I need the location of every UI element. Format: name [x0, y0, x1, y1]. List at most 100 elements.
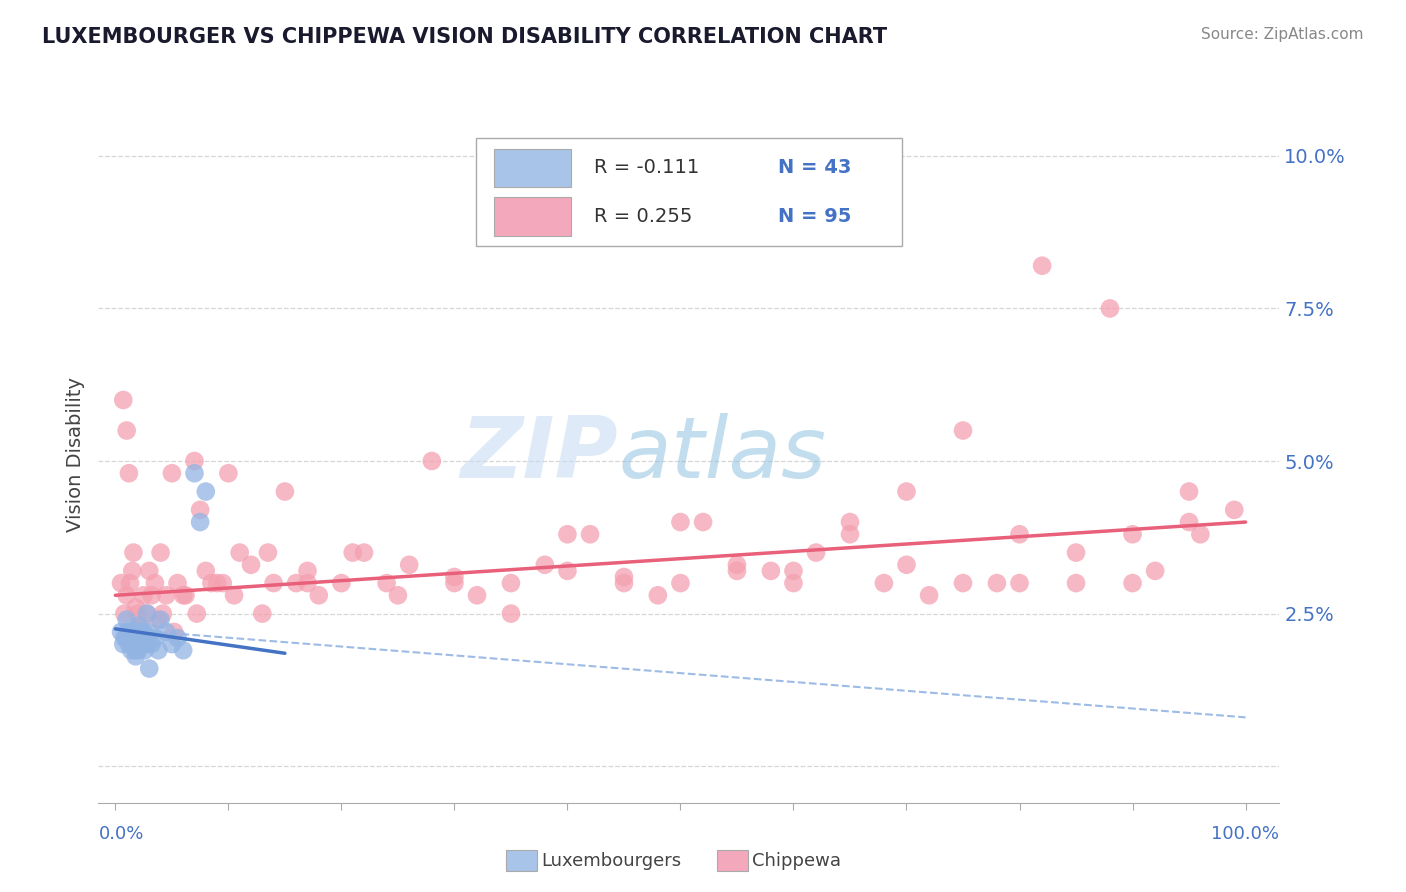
Point [918, 588, 941, 602]
Point [839, 515, 862, 529]
Point [136, 637, 159, 651]
Text: Luxembourgers: Luxembourgers [541, 852, 682, 870]
Point [1144, 564, 1167, 578]
Point [141, 637, 163, 651]
FancyBboxPatch shape [477, 138, 901, 246]
Point [1223, 503, 1246, 517]
Point [200, 576, 222, 591]
Point [1178, 515, 1201, 529]
FancyBboxPatch shape [494, 149, 571, 187]
Point [222, 588, 245, 602]
Point [534, 558, 557, 572]
Point [263, 576, 285, 591]
Point [120, 576, 142, 591]
Point [692, 515, 714, 529]
Point [188, 515, 211, 529]
Point [217, 467, 239, 481]
Text: atlas: atlas [619, 413, 827, 497]
Point [613, 570, 636, 584]
Text: Chippewa: Chippewa [752, 852, 841, 870]
Point [136, 607, 159, 621]
Point [143, 631, 166, 645]
Point [125, 624, 148, 639]
Point [172, 588, 194, 602]
Point [160, 467, 183, 481]
Point [148, 613, 170, 627]
Point [124, 637, 146, 651]
Point [121, 637, 143, 651]
Text: R = 0.255: R = 0.255 [595, 208, 693, 227]
Point [143, 576, 166, 591]
Point [252, 607, 274, 621]
Point [149, 613, 172, 627]
Point [896, 484, 918, 499]
Point [115, 631, 138, 645]
Point [131, 637, 153, 651]
Point [127, 619, 149, 633]
Point [132, 624, 155, 639]
Point [163, 624, 186, 639]
Point [353, 545, 375, 559]
Point [420, 454, 443, 468]
Point [1098, 301, 1121, 316]
Point [443, 570, 465, 584]
Point [125, 643, 148, 657]
Text: Source: ZipAtlas.com: Source: ZipAtlas.com [1201, 27, 1364, 42]
Point [183, 467, 205, 481]
Point [873, 576, 896, 591]
Point [129, 631, 152, 645]
Point [669, 515, 692, 529]
Point [122, 637, 145, 651]
Point [118, 637, 141, 651]
Point [112, 637, 135, 651]
Point [134, 631, 156, 645]
Point [342, 545, 364, 559]
Point [579, 527, 602, 541]
Text: LUXEMBOURGER VS CHIPPEWA VISION DISABILITY CORRELATION CHART: LUXEMBOURGER VS CHIPPEWA VISION DISABILI… [42, 27, 887, 46]
Point [308, 588, 330, 602]
Point [183, 454, 205, 468]
Text: N = 43: N = 43 [778, 158, 851, 178]
Text: 0.0%: 0.0% [98, 825, 143, 843]
Point [804, 545, 827, 559]
Point [557, 527, 579, 541]
Point [205, 576, 228, 591]
Point [557, 564, 579, 578]
Text: ZIP: ZIP [460, 413, 619, 497]
Point [166, 576, 188, 591]
Point [115, 588, 138, 602]
Point [131, 624, 153, 639]
Point [297, 564, 319, 578]
Point [120, 643, 142, 657]
Point [129, 631, 152, 645]
Point [127, 607, 149, 621]
Point [1008, 576, 1031, 591]
Point [174, 588, 197, 602]
Point [782, 564, 804, 578]
Text: R = -0.111: R = -0.111 [595, 158, 700, 178]
Point [148, 643, 170, 657]
Point [194, 564, 217, 578]
Point [274, 484, 297, 499]
Point [297, 576, 319, 591]
Point [110, 624, 132, 639]
Point [1122, 527, 1144, 541]
Point [172, 643, 194, 657]
Point [134, 643, 156, 657]
Point [839, 527, 862, 541]
Point [120, 631, 142, 645]
Point [138, 564, 160, 578]
Point [499, 576, 522, 591]
Point [1064, 545, 1087, 559]
Point [952, 424, 974, 438]
Point [725, 564, 748, 578]
Point [211, 576, 233, 591]
Point [1178, 484, 1201, 499]
Point [115, 613, 138, 627]
Point [141, 588, 163, 602]
Point [1031, 259, 1053, 273]
Point [1189, 527, 1212, 541]
Point [155, 588, 177, 602]
Point [115, 424, 138, 438]
Point [188, 503, 211, 517]
